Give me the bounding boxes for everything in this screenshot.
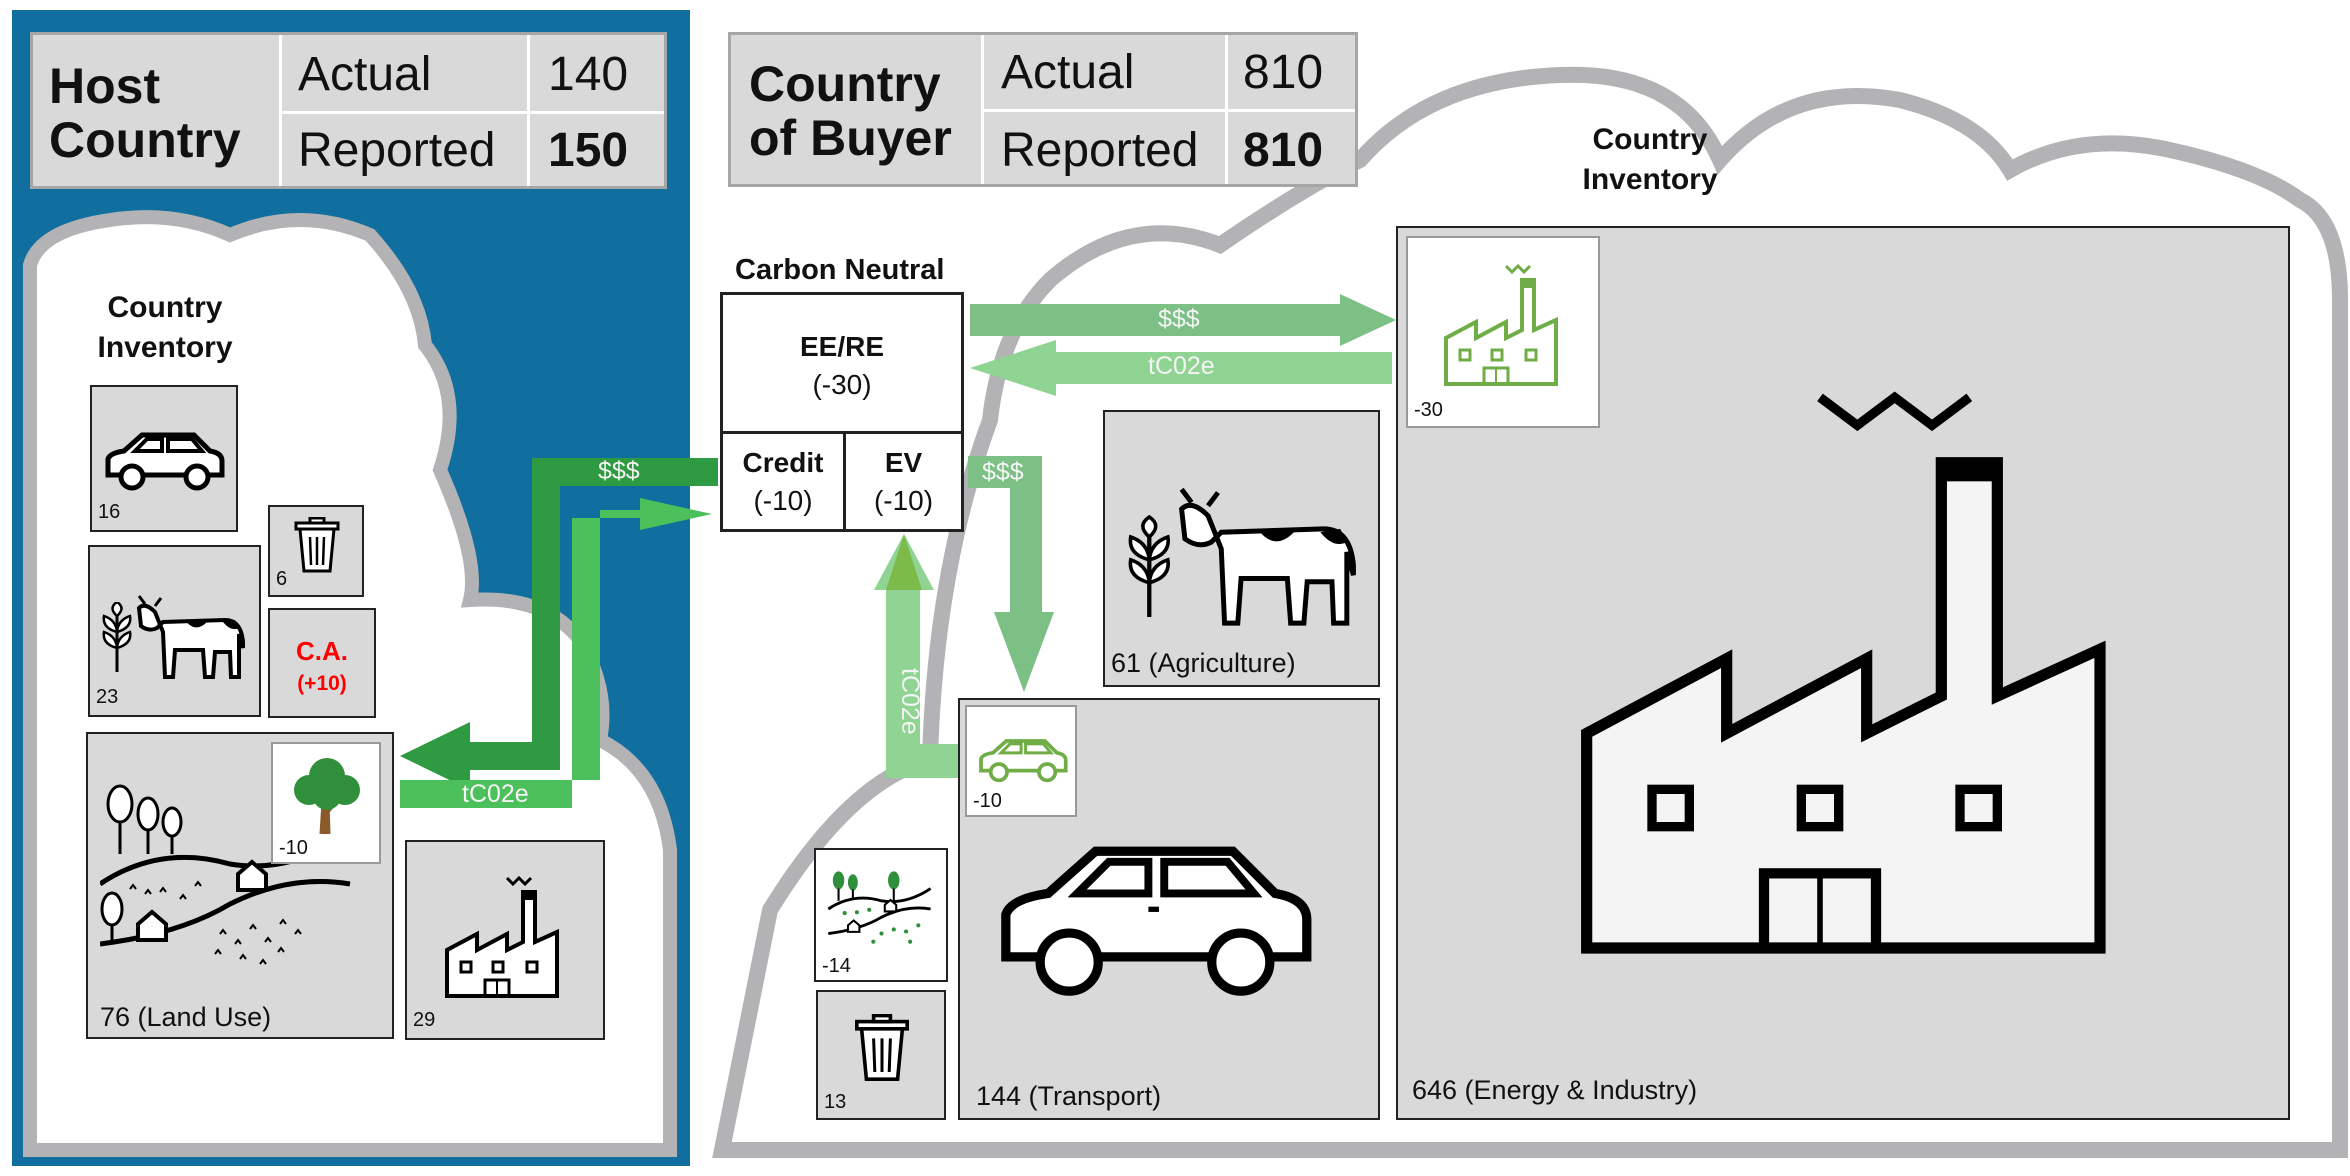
money-arrow-to-ev <box>968 456 1054 692</box>
car-icon <box>1001 846 1312 996</box>
emissions-label-host: tC02e <box>462 780 529 808</box>
buyer-ev-value: -10 <box>973 790 1002 812</box>
host-reported-value: 150 <box>548 124 629 177</box>
host-waste-value: 6 <box>276 568 288 590</box>
host-summary-table: Host Country Actual 140 Reported 150 <box>30 32 667 189</box>
buyer-waste-value: 13 <box>824 1091 847 1113</box>
cow-icon <box>136 595 245 679</box>
corresponding-adjustment-box: C.A. (+10) <box>268 608 376 718</box>
money-label-project: $$$ <box>1158 305 1200 333</box>
buyer-transport-label: 144 (Transport) <box>976 1081 1162 1111</box>
buyer-reported-label: Reported <box>1001 124 1199 177</box>
buyer-actual-value: 810 <box>1243 46 1324 99</box>
buyer-agriculture-label: 61 (Agriculture) <box>1111 648 1296 678</box>
host-agriculture-value: 23 <box>96 686 119 708</box>
buyer-agriculture-box: 61 (Agriculture) <box>1103 410 1380 687</box>
buyer-green-factory-value: -30 <box>1414 399 1443 421</box>
emissions-arrow-to-buyer-hub <box>970 340 1392 396</box>
trash-icon <box>294 517 340 573</box>
buyer-transport-box: -10 144 (Transport) <box>958 698 1380 1120</box>
host-industry-value: 29 <box>413 1009 436 1031</box>
tree-icon <box>294 758 360 834</box>
host-actual-label: Actual <box>298 48 432 101</box>
host-transport-box: 16 <box>90 385 238 532</box>
carbon-neutral-title: Carbon Neutral <box>735 254 945 286</box>
trash-icon <box>855 1014 909 1081</box>
landscape-icon <box>100 784 352 965</box>
host-tree-box: -10 <box>271 742 381 864</box>
buyer-ev-box: -10 <box>965 705 1077 817</box>
ca-label: C.A. <box>296 636 348 666</box>
host-reported-label: Reported <box>298 124 496 177</box>
emissions-arrow-from-ev <box>874 534 964 778</box>
emissions-label-ev: tC02e <box>896 668 924 735</box>
host-actual-value: 140 <box>548 48 629 101</box>
money-arrow-to-host <box>400 458 718 790</box>
buyer-reported-value: 810 <box>1243 124 1324 177</box>
host-title: Host Country <box>49 58 241 168</box>
buyer-land-use-box: -14 <box>814 848 948 982</box>
buyer-actual-label: Actual <box>1001 46 1135 99</box>
buyer-land-use-value: -14 <box>822 955 851 977</box>
host-transport-value: 16 <box>98 501 121 523</box>
buyer-inventory-title: Country Inventory <box>1582 123 1718 196</box>
factory-icon <box>1581 391 2106 954</box>
factory-icon <box>445 875 559 998</box>
emissions-label-project: tC02e <box>1148 352 1215 380</box>
buyer-green-factory-box: -30 <box>1406 236 1600 428</box>
buyer-waste-box: 13 <box>816 990 946 1120</box>
eere-cell: EE/RE (-30) <box>799 331 885 400</box>
landscape-icon <box>827 871 932 944</box>
car-icon <box>105 432 225 491</box>
host-industry-box: 29 <box>405 840 605 1040</box>
ev-car-icon <box>979 739 1068 783</box>
green-factory-icon <box>1444 263 1558 386</box>
cow-icon <box>1179 487 1356 626</box>
host-land-use-label: 76 (Land Use) <box>100 1002 272 1032</box>
ca-value: (+10) <box>297 672 347 695</box>
host-inventory-title: Country Inventory <box>97 291 233 364</box>
money-label-host: $$$ <box>598 457 640 485</box>
buyer-summary-table: Country of Buyer Actual 810 Reported 810 <box>728 32 1358 187</box>
host-land-use-box: -10 76 (Land Use) <box>86 732 394 1039</box>
wheat-icon <box>1128 514 1170 617</box>
credit-cell: Credit (-10) <box>742 447 824 516</box>
money-label-ev: $$$ <box>982 458 1024 486</box>
buyer-industry-box: -30 646 (Energy & Industry) <box>1396 226 2290 1120</box>
money-arrow-to-project <box>970 294 1396 346</box>
wheat-icon <box>102 602 132 672</box>
buyer-title: Country of Buyer <box>749 56 952 166</box>
buyer-industry-label: 646 (Energy & Industry) <box>1412 1075 1698 1105</box>
host-tree-value: -10 <box>279 837 308 859</box>
host-waste-box: 6 <box>268 505 364 597</box>
ev-cell: EV (-10) <box>873 447 934 516</box>
carbon-neutral-block: EE/RE (-30) Credit (-10) EV (-10) <box>720 292 964 532</box>
host-agriculture-box: 23 <box>88 545 261 717</box>
